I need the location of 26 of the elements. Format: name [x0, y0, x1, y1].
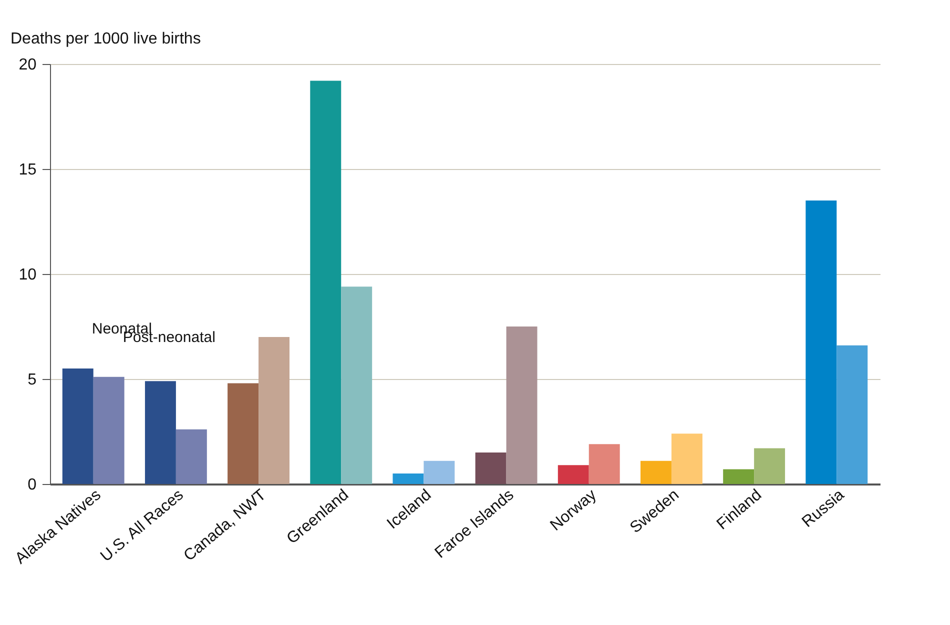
bar	[392, 474, 424, 484]
bar	[754, 448, 786, 484]
bar	[836, 345, 868, 484]
bar	[506, 326, 538, 484]
bar	[640, 460, 672, 484]
bar	[475, 452, 506, 484]
bar	[588, 444, 620, 484]
y-tick-label: 20	[18, 56, 37, 74]
bar	[723, 469, 754, 484]
bar	[341, 286, 372, 484]
bar	[258, 337, 290, 484]
bar	[144, 381, 176, 484]
bar	[558, 465, 589, 484]
y-axis-title: Deaths per 1000 live births	[10, 30, 201, 48]
y-tick-label: 0	[28, 476, 37, 494]
bar	[806, 200, 837, 484]
bar	[310, 80, 342, 484]
y-tick-label: 10	[18, 266, 37, 284]
bar	[228, 383, 259, 484]
bar	[62, 368, 94, 484]
bar	[93, 376, 124, 484]
y-tick-label: 15	[18, 162, 37, 178]
bar	[671, 434, 702, 484]
bar	[176, 429, 207, 484]
y-tick-label: 5	[28, 372, 37, 388]
bar	[424, 460, 455, 484]
